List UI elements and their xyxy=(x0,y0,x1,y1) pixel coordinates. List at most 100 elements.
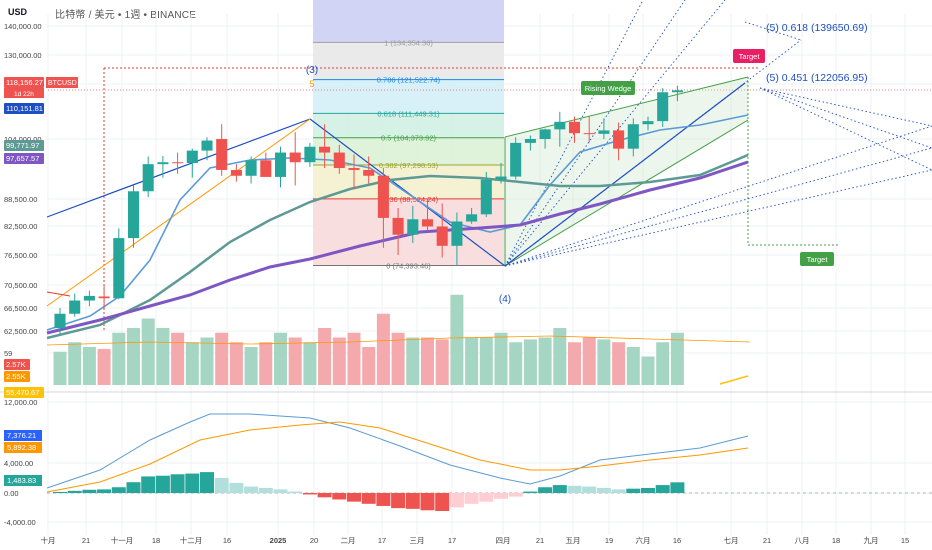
macd-histogram-bar xyxy=(582,486,597,493)
wedge-label: Rising Wedge xyxy=(585,84,632,93)
candle-body xyxy=(554,121,566,130)
macd-histogram-bar xyxy=(155,475,170,493)
price-tag-bg xyxy=(4,103,44,114)
time-tick: 二月 xyxy=(341,536,356,545)
candle-body xyxy=(319,146,331,153)
fan-line xyxy=(504,147,932,267)
price-tag: 99,771.97 xyxy=(4,140,44,151)
volume-bar xyxy=(362,347,376,385)
macd-histogram-bar xyxy=(420,493,435,511)
volume-bar xyxy=(53,351,67,385)
volume-bar xyxy=(303,342,317,385)
time-tick: 2025 xyxy=(270,536,287,545)
volume-bar xyxy=(215,332,229,385)
fib-zone xyxy=(313,42,504,80)
projection-451-label: (5) 0.451 (122056.95) xyxy=(766,72,868,84)
price-tag-bg xyxy=(4,88,44,98)
volume-bar xyxy=(656,342,670,385)
volume-bar xyxy=(156,328,170,385)
price-tag: 2.57K xyxy=(4,359,30,370)
candle-body xyxy=(377,175,389,218)
fib-zone xyxy=(313,0,504,43)
wedge-label-bg xyxy=(581,81,635,95)
projection-618-label: (5) 0.618 (139650.69) xyxy=(766,22,868,34)
time-tick: 20 xyxy=(310,536,318,545)
macd-histogram-bar xyxy=(185,473,200,493)
time-tick: 七月 xyxy=(724,536,739,545)
wave-line xyxy=(504,82,746,267)
volume-bar xyxy=(435,339,449,385)
price-tag: 2.55K xyxy=(4,371,30,382)
macd-histogram-bar xyxy=(567,485,582,493)
macd-histogram-bar xyxy=(67,490,82,493)
volume-bar xyxy=(612,342,626,385)
macd-histogram-bar xyxy=(508,493,523,497)
volume-bar xyxy=(288,337,302,385)
price-tick: 88,500.00 xyxy=(4,195,37,204)
macd-histogram-bar xyxy=(317,493,332,498)
macd-histogram-bar xyxy=(214,477,229,493)
wave-5-small-label: 5 xyxy=(309,79,314,89)
time-tick: 19 xyxy=(605,536,613,545)
volume-bar xyxy=(112,332,126,385)
macd-histogram-bar xyxy=(82,489,97,493)
price-tag: 55,470.67 xyxy=(4,387,44,398)
candle-body xyxy=(495,176,507,180)
macd-histogram-bar xyxy=(141,476,156,493)
macd-histogram-bar xyxy=(111,487,126,493)
candle-body xyxy=(245,160,257,176)
fan-line xyxy=(504,0,686,267)
macd-tag-bg xyxy=(4,475,42,486)
macd-tick: -4,000.00 xyxy=(4,518,36,527)
fib-zone xyxy=(313,79,504,114)
price-tick: 140,000.00 xyxy=(4,22,42,31)
volume-bar xyxy=(626,347,640,385)
macd-histogram-bar xyxy=(97,489,112,493)
fan-line xyxy=(504,169,932,267)
volume-bar xyxy=(421,337,434,385)
candle-body xyxy=(436,226,448,246)
fib-label: 0.786 (121,522.74) xyxy=(377,76,441,85)
currency-label: USD xyxy=(8,7,28,17)
candle-body xyxy=(98,296,110,299)
macd-histogram-bar xyxy=(435,493,450,511)
fib-label: 0.382 (97,298.53) xyxy=(379,161,439,170)
volume-bar xyxy=(376,313,390,385)
macd-histogram-bar xyxy=(361,493,376,504)
macd-histogram-bar xyxy=(391,493,406,509)
price-tag-bg xyxy=(4,77,44,88)
macd-histogram-bar xyxy=(552,485,567,493)
volume-bar xyxy=(406,337,420,385)
candle-body xyxy=(598,130,610,134)
candle-body xyxy=(348,168,360,170)
volume-bar xyxy=(347,332,361,385)
price-tick: 62,500.00 xyxy=(4,327,37,336)
volume-bar xyxy=(391,332,405,385)
macd-tick: 4,000.00 xyxy=(4,459,33,468)
price-tag-bg xyxy=(4,371,30,382)
volume-bar xyxy=(494,332,508,385)
time-tick: 21 xyxy=(82,536,90,545)
macd-tag-bg xyxy=(4,442,42,453)
fan-line xyxy=(759,87,932,171)
candle-body xyxy=(216,139,228,170)
target-bottom-label: Target xyxy=(807,255,829,264)
time-tick: 21 xyxy=(536,536,544,545)
time-tick: 17 xyxy=(378,536,386,545)
candle-body xyxy=(510,142,522,177)
price-tag-bg xyxy=(46,77,78,88)
macd-histogram-bar xyxy=(170,474,185,493)
candle-body xyxy=(642,121,654,125)
macd-histogram-bar xyxy=(126,482,141,493)
macd-line xyxy=(46,413,749,489)
volume-bar xyxy=(597,339,611,385)
macd-tick: 12,000.00 xyxy=(4,398,37,407)
wave-4-label: (4) xyxy=(499,294,511,305)
volume-bar xyxy=(465,337,479,385)
price-tag-text: 2.57K xyxy=(6,360,26,369)
macd-histogram-bar xyxy=(347,493,361,502)
volume-bar xyxy=(229,342,243,385)
time-tick: 18 xyxy=(152,536,160,545)
